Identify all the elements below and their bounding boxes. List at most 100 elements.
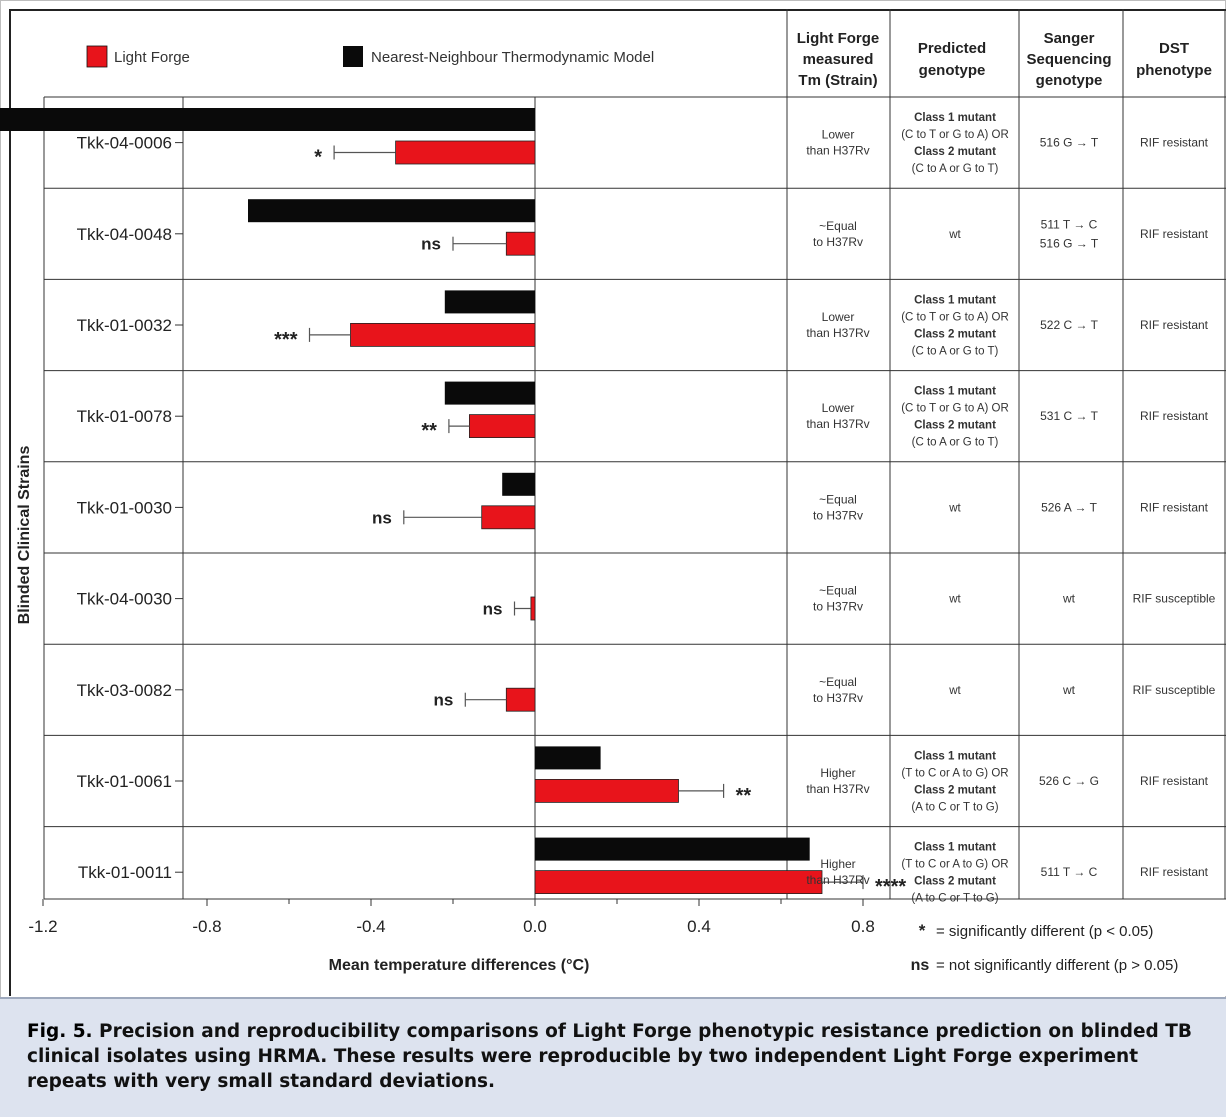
legend-swatch-light-forge	[86, 45, 108, 68]
significance-label: ns	[483, 600, 503, 619]
cell-predicted-genotype: wt	[948, 229, 961, 241]
cell-dst-phenotype: RIF resistant	[1140, 409, 1209, 423]
x-tick-label: -1.2	[28, 917, 57, 936]
figure-caption: Fig. 5. Precision and reproducibility co…	[27, 1019, 1196, 1094]
legend-label-nn-model: Nearest-Neighbour Thermodynamic Model	[371, 49, 654, 66]
cell-light-forge-tm: Lower	[822, 128, 855, 142]
cell-dst-phenotype: RIF susceptible	[1133, 592, 1216, 606]
cell-dst-phenotype: RIF resistant	[1140, 774, 1209, 788]
table-header: Light Forge measured Tm (Strain) Predicted…	[797, 30, 1212, 89]
cell-predicted-genotype: Class 2 mutant	[914, 420, 996, 432]
cell-sanger-genotype: 511 T → C	[1041, 865, 1098, 879]
figure-svg: Light Forge Nearest-Neighbour Thermodyna…	[0, 9, 1226, 974]
cell-sanger-genotype: 516 G → T	[1040, 236, 1099, 250]
cell-predicted-genotype: Class 1 mutant	[914, 386, 996, 398]
header-dst-phenotype: DST phenotype	[1136, 40, 1212, 79]
cell-sanger-genotype: 522 C → T	[1040, 318, 1098, 332]
bar-nn-model	[444, 381, 535, 405]
caption-label: Fig. 5.	[27, 1021, 93, 1042]
cell-light-forge-tm: than H37Rv	[806, 144, 869, 158]
cell-predicted-genotype: (C to A or G to T)	[912, 163, 999, 175]
cell-predicted-genotype: Class 1 mutant	[914, 751, 996, 763]
legend-swatch-nn-model	[343, 46, 363, 67]
cell-predicted-genotype: (T to C or A to G) OR	[901, 768, 1008, 780]
caption-text: Precision and reproducibility comparison…	[27, 1021, 1192, 1092]
bar-light-forge	[534, 779, 679, 803]
bar-light-forge	[468, 414, 536, 439]
category-label: Tkk-01-0011	[78, 863, 172, 882]
significance-label: **	[421, 420, 437, 442]
significance-label: *	[314, 147, 322, 169]
cell-predicted-genotype: Class 1 mutant	[914, 295, 996, 307]
cell-predicted-genotype: wt	[948, 502, 961, 514]
cell-predicted-genotype: wt	[948, 685, 961, 697]
category-label: Tkk-01-0061	[77, 772, 172, 791]
cell-sanger-genotype: wt	[1062, 683, 1076, 697]
category-label: Tkk-03-0082	[77, 681, 172, 700]
x-tick-label: -0.4	[356, 917, 385, 936]
cell-light-forge-tm: to H37Rv	[813, 235, 863, 249]
cell-predicted-genotype: Class 2 mutant	[914, 785, 996, 797]
bar-nn-model	[535, 746, 601, 770]
cell-light-forge-tm: ~Equal	[819, 584, 857, 598]
cell-dst-phenotype: RIF susceptible	[1133, 683, 1216, 697]
figure-panel	[9, 9, 1226, 996]
y-axis-title: Blinded Clinical Strains	[16, 446, 33, 625]
error-bars	[308, 145, 864, 890]
cell-light-forge-tm: Lower	[822, 310, 855, 324]
bar-light-forge	[505, 687, 536, 712]
cell-predicted-genotype: (C to A or G to T)	[912, 346, 999, 358]
cell-sanger-genotype: 516 G → T	[1040, 136, 1099, 150]
footnote-symbol-ns: ns	[911, 957, 930, 974]
cell-predicted-genotype: Class 1 mutant	[914, 842, 996, 854]
category-label: Tkk-01-0078	[77, 407, 172, 426]
cell-sanger-genotype: 511 T → C	[1041, 217, 1098, 231]
significance-label: ***	[274, 329, 298, 351]
cell-light-forge-tm: to H37Rv	[813, 508, 863, 522]
cell-predicted-genotype: Class 2 mutant	[914, 876, 996, 888]
footnote-text-ns: = not significantly different (p > 0.05)	[936, 957, 1178, 974]
table-cells: Lower than H37Rv Class 1 mutant (C to T or …	[806, 112, 1215, 905]
cell-sanger-genotype: 526 C → G	[1039, 774, 1099, 788]
cell-light-forge-tm: Higher	[820, 766, 855, 780]
cell-predicted-genotype: Class 2 mutant	[914, 329, 996, 341]
significance-label: **	[736, 785, 752, 807]
header-sanger-genotype: Sanger Sequencing genotype	[1026, 30, 1111, 89]
caption-box: Fig. 5. Precision and reproducibility co…	[0, 997, 1226, 1117]
cell-light-forge-tm: to H37Rv	[813, 691, 863, 705]
header-predicted-genotype: Predicted genotype	[918, 40, 986, 79]
footnotes: * = significantly different (p < 0.05) n…	[911, 921, 1179, 974]
category-label: Tkk-01-0030	[77, 498, 172, 517]
cell-light-forge-tm: than H37Rv	[806, 326, 869, 340]
bar-light-forge	[395, 140, 536, 165]
header-light-forge-tm: Light Forge measured Tm (Strain)	[797, 30, 880, 89]
cell-light-forge-tm: ~Equal	[819, 675, 857, 689]
cell-light-forge-tm: than H37Rv	[806, 782, 869, 796]
cell-sanger-genotype: wt	[1062, 592, 1076, 606]
category-label: Tkk-04-0030	[77, 590, 172, 609]
cell-light-forge-tm: ~Equal	[819, 219, 857, 233]
cell-light-forge-tm: Higher	[820, 857, 855, 871]
cell-sanger-genotype: 531 C → T	[1040, 409, 1098, 423]
significance-label: ns	[433, 691, 453, 710]
cell-light-forge-tm: ~Equal	[819, 492, 857, 506]
cell-light-forge-tm: to H37Rv	[813, 600, 863, 614]
cell-dst-phenotype: RIF resistant	[1140, 136, 1209, 150]
cell-predicted-genotype: (A to C or T to G)	[911, 802, 998, 814]
cell-dst-phenotype: RIF resistant	[1140, 865, 1209, 879]
cell-predicted-genotype: (T to C or A to G) OR	[901, 859, 1008, 871]
bar-nn-model	[248, 199, 535, 223]
cell-dst-phenotype: RIF resistant	[1140, 500, 1209, 514]
x-axis-title: Mean temperature differences (°C)	[329, 957, 590, 974]
cell-sanger-genotype: 526 A → T	[1041, 500, 1097, 514]
cell-dst-phenotype: RIF resistant	[1140, 227, 1209, 241]
bars	[0, 108, 823, 894]
cell-light-forge-tm: than H37Rv	[806, 417, 869, 431]
x-tick-label: 0.8	[851, 917, 875, 936]
cell-predicted-genotype: (C to T or G to A) OR	[901, 129, 1009, 141]
bar-light-forge	[505, 231, 536, 256]
cell-predicted-genotype: (C to A or G to T)	[912, 437, 999, 449]
cell-predicted-genotype: (C to T or G to A) OR	[901, 312, 1009, 324]
cell-light-forge-tm: than H37Rv	[806, 873, 869, 887]
bar-light-forge	[350, 322, 536, 347]
